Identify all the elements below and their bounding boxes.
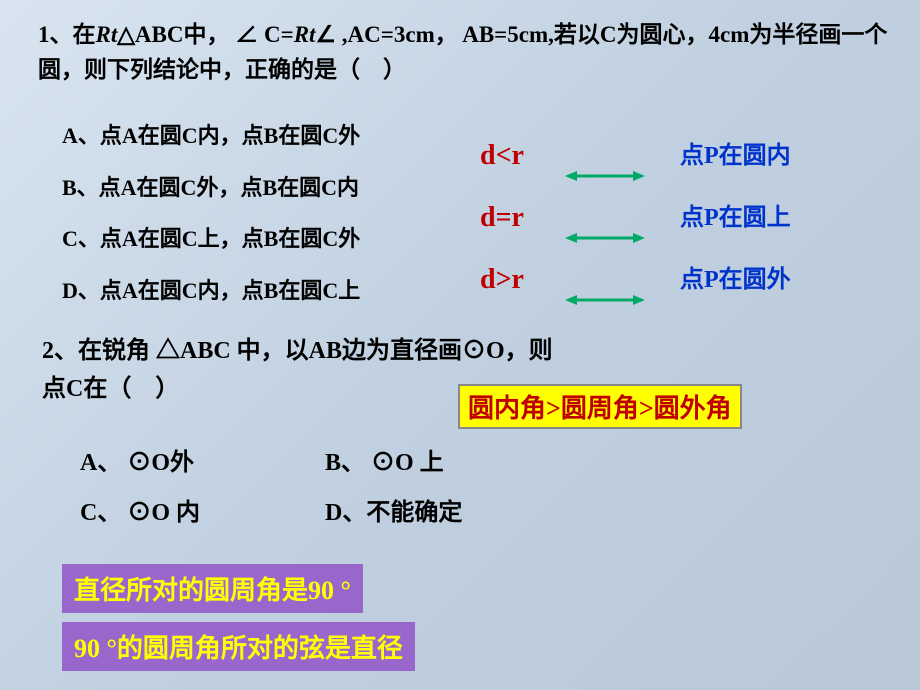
q1-mid1: △ABC中， ∠ C=	[117, 22, 293, 47]
rt-symbol-1: Rt	[96, 22, 118, 47]
q2-option-d: D、不能确定	[325, 488, 462, 538]
rule-3: d>r 点P在圆外	[480, 252, 791, 308]
double-arrow-icon	[565, 149, 645, 163]
rule-3-right: 点P在圆外	[680, 256, 791, 304]
rule-2: d=r 点P在圆上	[480, 190, 791, 246]
hint-90-chord: 90 °的圆周角所对的弦是直径	[62, 622, 415, 671]
q1-option-d: D、点A在圆C内，点B在圆C上	[62, 265, 360, 317]
rule-1: d<r 点P在圆内	[480, 128, 791, 184]
double-arrow-icon	[565, 211, 645, 225]
rule-3-left: d>r	[480, 252, 560, 308]
rt-symbol-2: Rt	[294, 22, 316, 47]
q2-option-b: B、 ⊙O 上	[325, 438, 444, 488]
hint-diameter-angle: 直径所对的圆周角是90 °	[62, 564, 363, 613]
question-1-options: A、点A在圆C内，点B在圆C外 B、点A在圆C外，点B在圆C内 C、点A在圆C上…	[62, 110, 360, 317]
q1-option-b: B、点A在圆C外，点B在圆C内	[62, 162, 360, 214]
rule-1-right: 点P在圆内	[680, 132, 791, 180]
double-arrow-icon	[565, 273, 645, 287]
question-2-options: A、 ⊙O外 B、 ⊙O 上 C、 ⊙O 内 D、不能确定	[80, 438, 462, 539]
q1-option-a: A、点A在圆C内，点B在圆C外	[62, 110, 360, 162]
rule-1-left: d<r	[480, 128, 560, 184]
rule-2-right: 点P在圆上	[680, 194, 791, 242]
rules-panel: d<r 点P在圆内 d=r 点P在圆上 d>r 点P在圆外	[480, 128, 791, 314]
hint-angle-relation: 圆内角>圆周角>圆外角	[458, 384, 742, 429]
q2-option-a: A、 ⊙O外	[80, 438, 325, 488]
rule-2-left: d=r	[480, 190, 560, 246]
q2-option-c: C、 ⊙O 内	[80, 488, 325, 538]
question-1: 1、在Rt△ABC中， ∠ C=Rt∠ ,AC=3cm， AB=5cm,若以C为…	[38, 18, 898, 87]
q1-option-c: C、点A在圆C上，点B在圆C外	[62, 213, 360, 265]
q1-prefix: 1、在	[38, 22, 96, 47]
